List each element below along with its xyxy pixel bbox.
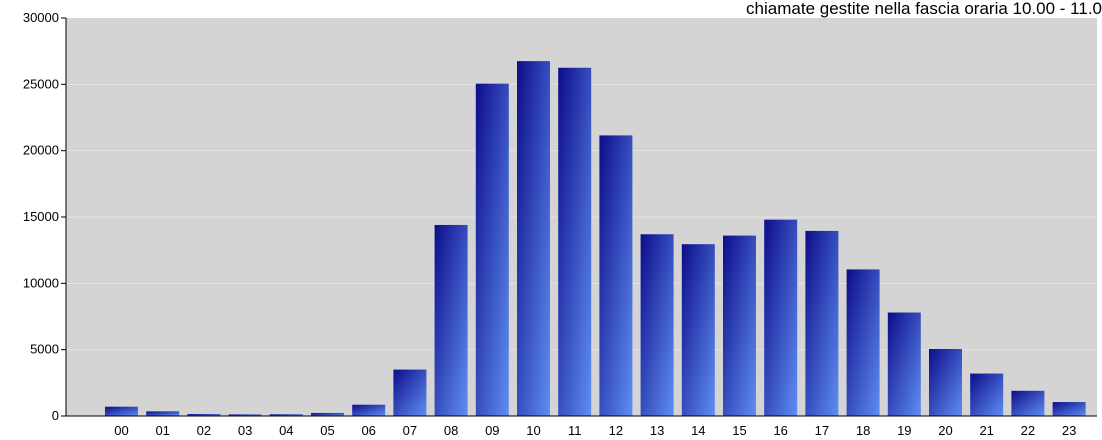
x-tick-label: 13 <box>650 423 664 438</box>
x-tick-label: 15 <box>732 423 746 438</box>
bar-06 <box>352 404 386 416</box>
bar-23 <box>1052 402 1086 416</box>
x-tick-label: 10 <box>526 423 540 438</box>
x-tick-label: 06 <box>361 423 375 438</box>
bar-04 <box>269 414 303 416</box>
bar-08 <box>434 224 468 416</box>
bar-02 <box>187 414 221 416</box>
x-tick-label: 14 <box>691 423 705 438</box>
bar-19 <box>887 312 921 416</box>
bar-09 <box>475 83 509 417</box>
y-tick-label: 20000 <box>23 143 59 158</box>
y-tick-label: 15000 <box>23 209 59 224</box>
bar-15 <box>723 235 756 416</box>
x-tick-label: 08 <box>444 423 458 438</box>
x-tick-label: 11 <box>568 423 582 438</box>
chart-title: chiamate gestite nella fascia oraria 10.… <box>746 0 1102 18</box>
bar-16 <box>764 219 798 416</box>
axes <box>61 17 1097 417</box>
bars <box>105 61 1086 417</box>
bar-07 <box>393 369 427 416</box>
x-tick-label: 03 <box>238 423 252 438</box>
y-tick-label: 5000 <box>30 342 59 357</box>
x-tick-label: 05 <box>320 423 334 438</box>
x-tick-label: 17 <box>815 423 829 438</box>
x-tick-label: 09 <box>485 423 499 438</box>
x-tick-label: 01 <box>155 423 169 438</box>
bar-20 <box>929 349 962 416</box>
bar-18 <box>846 269 880 416</box>
x-tick-label: 22 <box>1021 423 1035 438</box>
bar-10 <box>517 61 550 416</box>
tick-labels: 0 5000 10000 15000 20000 25000 30000 00 01 02 03 04… <box>23 10 1076 438</box>
bar-21 <box>970 373 1004 416</box>
bar-12 <box>599 135 633 416</box>
bar-14 <box>681 244 715 416</box>
y-tick-label: 10000 <box>23 275 59 290</box>
bar-03 <box>228 414 262 416</box>
x-tick-label: 07 <box>403 423 417 438</box>
y-tick-label: 0 <box>52 408 59 423</box>
x-tick-label: 20 <box>938 423 952 438</box>
bar-13 <box>640 234 674 416</box>
x-tick-label: 21 <box>979 423 993 438</box>
x-tick-label: 23 <box>1062 423 1076 438</box>
bar-05 <box>311 412 344 416</box>
bar-11 <box>558 67 592 416</box>
y-tick-label: 25000 <box>23 76 59 91</box>
x-tick-label: 00 <box>114 423 128 438</box>
x-tick-label: 12 <box>609 423 623 438</box>
x-tick-label: 04 <box>279 423 293 438</box>
bar-01 <box>146 411 180 416</box>
x-tick-label: 19 <box>897 423 911 438</box>
bar-00 <box>105 406 138 416</box>
bar-17 <box>805 230 839 416</box>
y-tick-label: 30000 <box>23 10 59 25</box>
x-tick-label: 02 <box>197 423 211 438</box>
x-tick-label: 16 <box>773 423 787 438</box>
bar-22 <box>1011 390 1045 416</box>
x-tick-label: 18 <box>856 423 870 438</box>
